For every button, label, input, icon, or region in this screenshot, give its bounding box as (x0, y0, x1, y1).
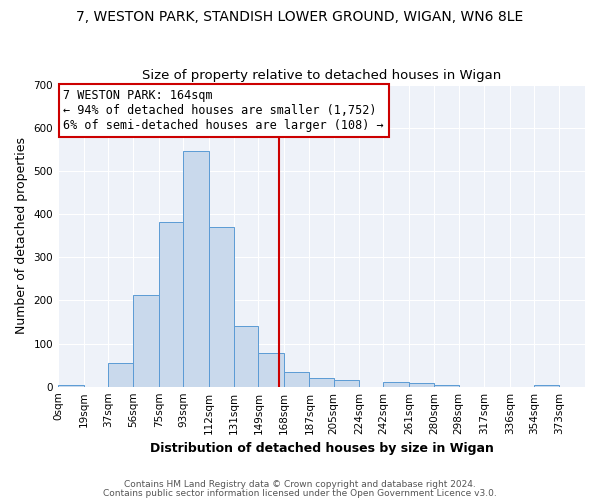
Bar (209, 227, 234, 386)
Bar (310, 378, 334, 386)
Bar (259, 354, 284, 386)
Text: 7, WESTON PARK, STANDISH LOWER GROUND, WIGAN, WN6 8LE: 7, WESTON PARK, STANDISH LOWER GROUND, W… (76, 10, 524, 24)
Title: Size of property relative to detached houses in Wigan: Size of property relative to detached ho… (142, 69, 501, 82)
Text: Contains public sector information licensed under the Open Government Licence v3: Contains public sector information licen… (103, 488, 497, 498)
X-axis label: Distribution of detached houses by size in Wigan: Distribution of detached houses by size … (149, 442, 493, 455)
Bar (234, 326, 259, 386)
Text: 7 WESTON PARK: 164sqm
← 94% of detached houses are smaller (1,752)
6% of semi-de: 7 WESTON PARK: 164sqm ← 94% of detached … (64, 89, 384, 132)
Bar (133, 294, 159, 386)
Bar (183, 150, 209, 386)
Bar (108, 363, 133, 386)
Bar (409, 383, 434, 386)
Bar (434, 384, 458, 386)
Bar (159, 222, 183, 386)
Text: Contains HM Land Registry data © Crown copyright and database right 2024.: Contains HM Land Registry data © Crown c… (124, 480, 476, 489)
Bar (334, 380, 359, 386)
Bar (284, 372, 310, 386)
Bar (383, 382, 409, 386)
Y-axis label: Number of detached properties: Number of detached properties (15, 137, 28, 334)
